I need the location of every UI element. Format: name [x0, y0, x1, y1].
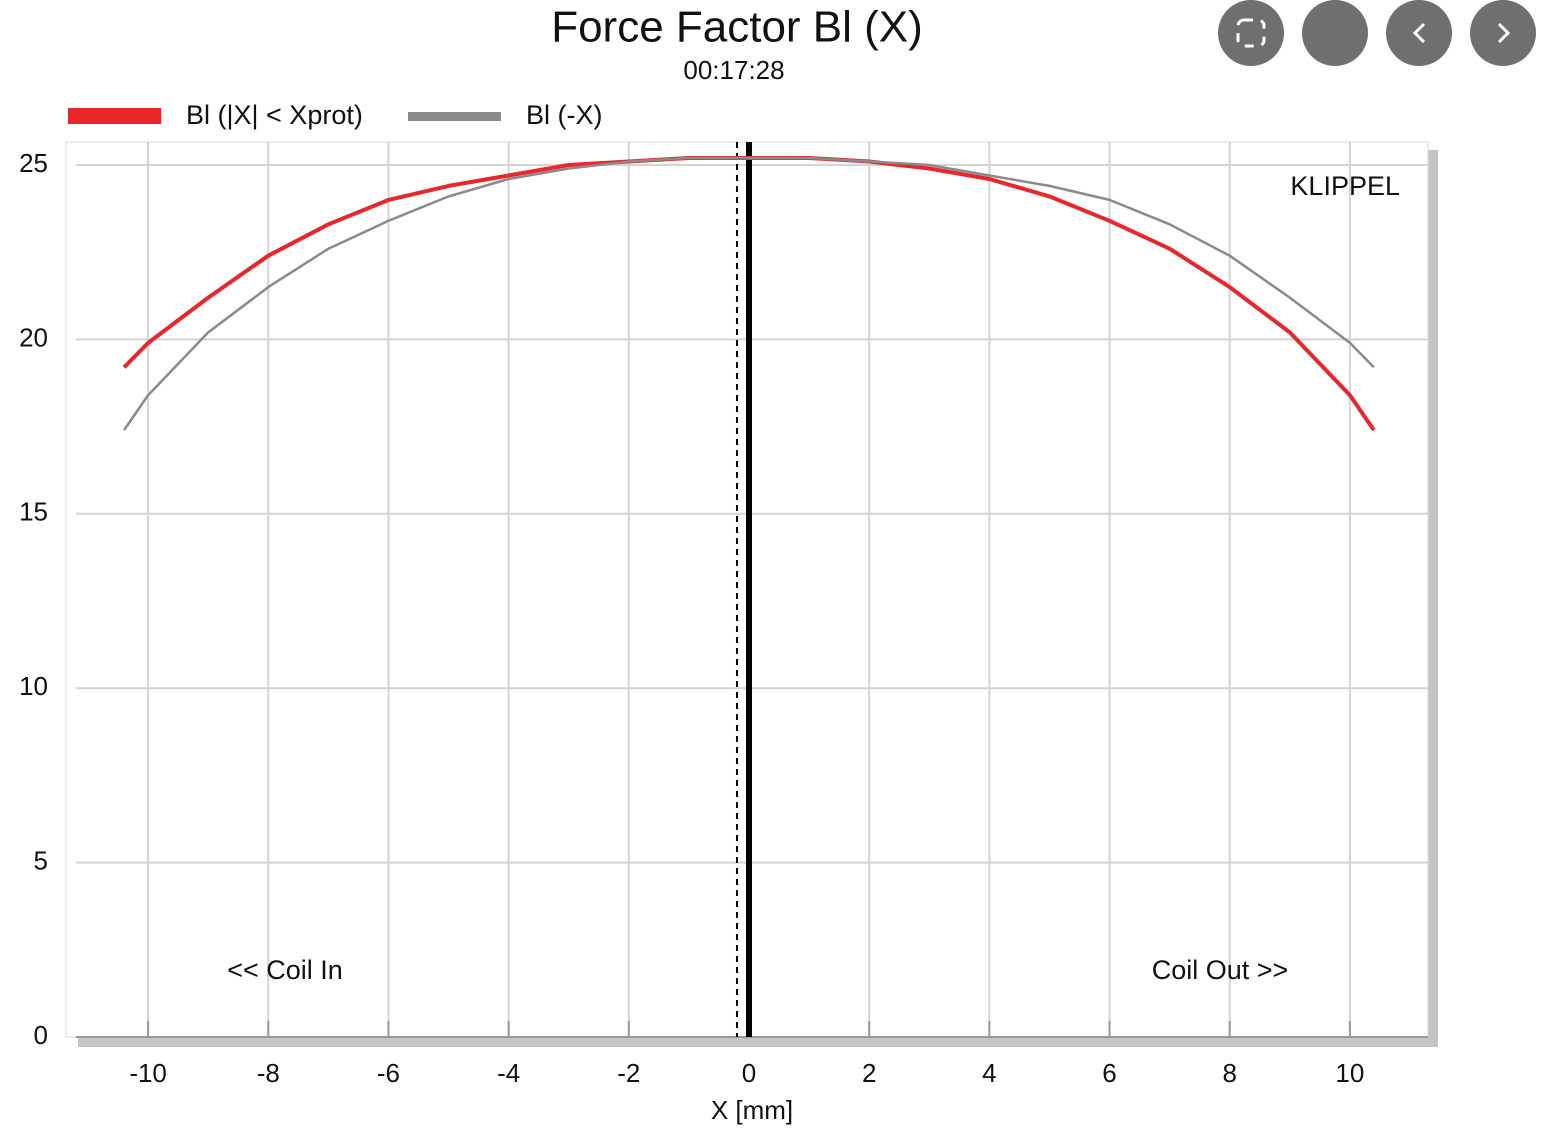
x-tick-label: -10: [129, 1058, 167, 1088]
legend-swatch: [68, 108, 161, 124]
x-tick-label: -8: [257, 1058, 280, 1088]
y-tick-label: 5: [34, 845, 48, 875]
y-tick-label: 15: [19, 497, 48, 527]
y-tick-label: 25: [19, 148, 48, 178]
x-tick-label: 0: [742, 1058, 756, 1088]
annotation: KLIPPEL: [1290, 171, 1400, 201]
chart-subtitle: 00:17:28: [683, 55, 784, 85]
series-line: [123, 156, 1375, 431]
legend-label: Bl (|X| < Xprot): [186, 100, 363, 130]
x-tick-label: 4: [982, 1058, 996, 1088]
y-tick-label: 0: [34, 1020, 48, 1050]
x-tick-label: -4: [497, 1058, 520, 1088]
x-tick-label: -6: [377, 1058, 400, 1088]
legend-label: Bl (-X): [526, 100, 603, 130]
frame-shadow: [78, 1037, 1438, 1047]
annotation: << Coil In: [227, 955, 343, 985]
lens-button[interactable]: [1218, 0, 1284, 66]
x-axis-label: X [mm]: [711, 1095, 793, 1125]
y-tick-label: 10: [19, 671, 48, 701]
x-tick-label: 8: [1222, 1058, 1236, 1088]
x-tick-label: 10: [1335, 1058, 1364, 1088]
x-tick-label: -2: [617, 1058, 640, 1088]
y-tick-label: 20: [19, 322, 48, 352]
legend-swatch: [408, 112, 501, 121]
annotation: Coil Out >>: [1152, 955, 1289, 985]
x-tick-label: 6: [1102, 1058, 1116, 1088]
prev-button[interactable]: [1386, 0, 1452, 66]
more-button[interactable]: [1302, 0, 1368, 66]
next-button[interactable]: [1470, 0, 1536, 66]
chart-title: Force Factor Bl (X): [551, 3, 923, 52]
frame-shadow: [1428, 150, 1438, 1047]
x-tick-label: 2: [862, 1058, 876, 1088]
